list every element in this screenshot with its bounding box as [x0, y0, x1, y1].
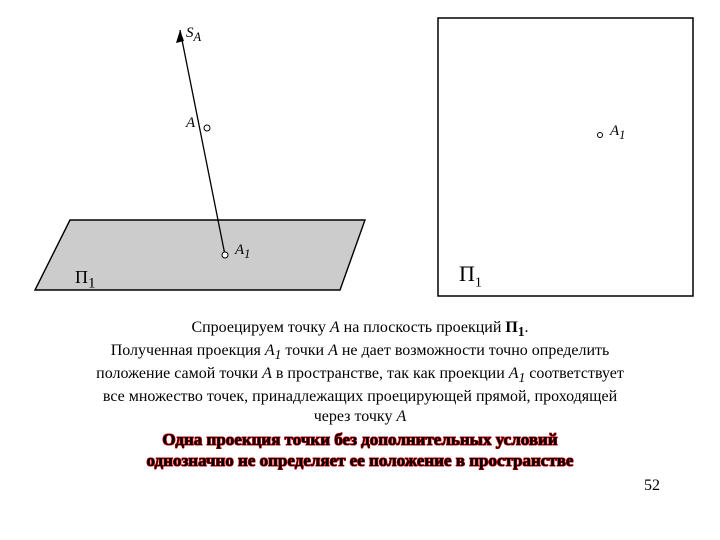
plane-rect	[438, 18, 693, 296]
conclusion-line-2: однозначно не определяет ее положение в …	[20, 450, 700, 471]
page-number: 52	[20, 477, 700, 495]
label-a1: A1	[235, 242, 250, 262]
text-line-4: все множество точек, принадлежащих проец…	[20, 387, 700, 407]
left-svg	[20, 15, 380, 310]
text-line-2: Полученная проекция A1 точки A не дает в…	[20, 341, 700, 364]
point-a	[204, 125, 210, 131]
label-sa: SA	[186, 25, 201, 45]
text-line-5: через точку A	[20, 407, 700, 427]
label-pi1-right: П1	[459, 261, 482, 291]
ray-arrowhead	[176, 30, 184, 43]
label-pi1-left: П1	[75, 267, 96, 293]
point-a1-right	[598, 133, 603, 138]
left-3d-projection-figure: SA A A1 П1	[20, 15, 380, 310]
point-a1	[222, 252, 228, 258]
conclusion-line-1: Одна проекция точки без дополнительных у…	[20, 429, 700, 450]
explanation-text: Спроецируем точку A на плоскость проекци…	[20, 318, 700, 471]
label-a1-right: A1	[610, 123, 625, 143]
label-a: A	[186, 115, 195, 132]
right-2d-plane-figure: A1 П1	[435, 15, 700, 305]
text-line-1: Спроецируем точку A на плоскость проекци…	[20, 318, 700, 341]
text-line-3: положение самой точки A в пространстве, …	[20, 364, 700, 387]
